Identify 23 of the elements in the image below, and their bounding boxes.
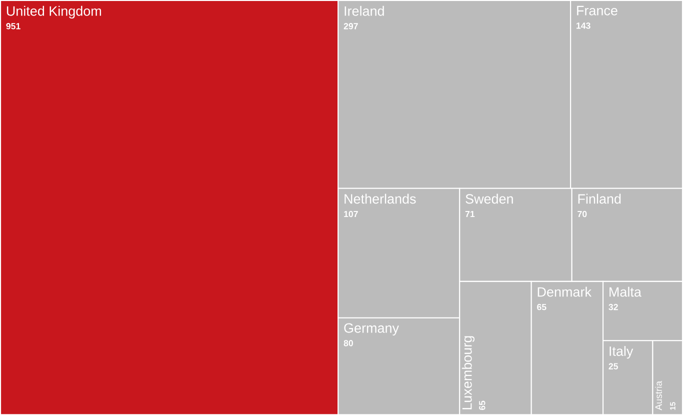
category-label: Finland xyxy=(578,194,621,204)
category-label: Austria xyxy=(654,380,662,410)
category-label: Denmark xyxy=(538,286,592,297)
category-label: United Kingdom xyxy=(6,6,102,18)
category-label: Malta xyxy=(610,286,642,297)
data-label: 65 xyxy=(537,304,546,310)
data-label: 143 xyxy=(576,22,590,29)
category-label: Germany xyxy=(344,323,399,336)
data-label: 951 xyxy=(6,22,20,30)
data-label: 25 xyxy=(608,363,618,370)
data-label: 297 xyxy=(344,22,358,30)
category-label: Sweden xyxy=(466,194,513,204)
category-label: Ireland xyxy=(344,6,384,16)
category-label: Netherlands xyxy=(344,194,416,204)
data-label: 32 xyxy=(608,304,618,310)
data-label: 70 xyxy=(578,210,587,218)
category-label: France xyxy=(577,6,618,16)
data-label: 65 xyxy=(479,400,486,410)
data-label: 71 xyxy=(465,210,475,217)
category-label: Italy xyxy=(610,346,634,359)
data-label: 107 xyxy=(344,210,358,218)
category-label: Luxembourg xyxy=(462,336,474,410)
data-label: 80 xyxy=(344,340,353,346)
